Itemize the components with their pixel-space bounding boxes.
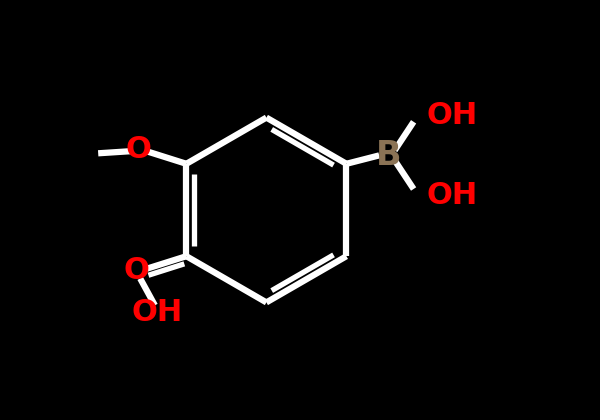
Text: O: O	[123, 256, 149, 286]
Text: OH: OH	[426, 101, 478, 130]
Text: OH: OH	[426, 181, 478, 210]
Text: OH: OH	[131, 298, 182, 328]
Text: O: O	[125, 134, 151, 164]
Text: B: B	[376, 139, 401, 172]
